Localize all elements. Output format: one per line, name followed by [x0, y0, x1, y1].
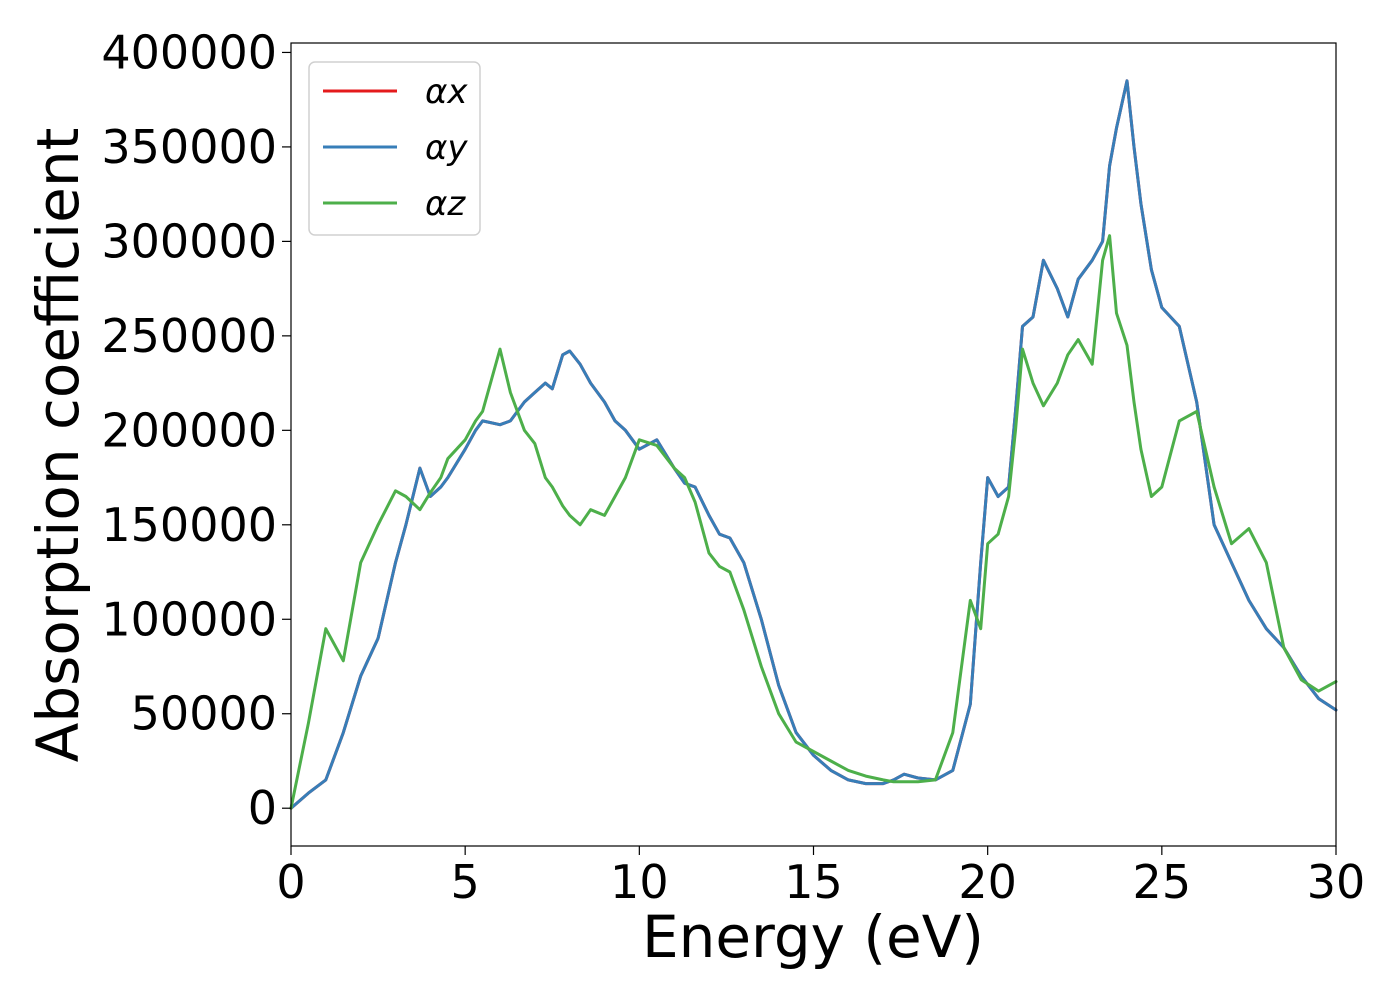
series-line-2 [289, 79, 1338, 810]
y-tick-label: 150000 [101, 498, 277, 552]
y-tick-label: 300000 [101, 214, 277, 268]
legend-label-2: αy [425, 128, 468, 168]
y-tick-label: 50000 [131, 687, 277, 741]
legend: αx αy αz [308, 61, 481, 236]
y-tick-label: 250000 [101, 309, 277, 363]
x-axis: 0 5 10 15 20 25 30 [276, 846, 1365, 909]
series-layer [289, 79, 1338, 810]
x-axis-title: Energy (eV) [642, 903, 984, 971]
x-tick-label: 20 [958, 855, 1017, 909]
y-axis: 0 50000 100000 150000 200000 250000 300000 3500… [101, 25, 291, 835]
legend-label-3: αz [425, 184, 466, 224]
y-tick-label: 400000 [101, 25, 277, 79]
legend-items: αx αy αz [323, 72, 468, 224]
x-tick-label: 30 [1307, 855, 1366, 909]
legend-label-1: αx [425, 72, 468, 112]
x-tick-label: 10 [610, 855, 669, 909]
y-tick-label: 100000 [101, 592, 277, 646]
y-tick-label: 0 [248, 781, 277, 835]
y-tick-label: 350000 [101, 120, 277, 174]
x-tick-label: 5 [451, 855, 480, 909]
series-line-3 [289, 234, 1338, 810]
x-tick-label: 15 [784, 855, 843, 909]
x-tick-label: 0 [276, 855, 305, 909]
x-tick-label: 25 [1133, 855, 1192, 909]
y-tick-label: 200000 [101, 403, 277, 457]
y-axis-title: Absorption coefficient [24, 128, 92, 763]
